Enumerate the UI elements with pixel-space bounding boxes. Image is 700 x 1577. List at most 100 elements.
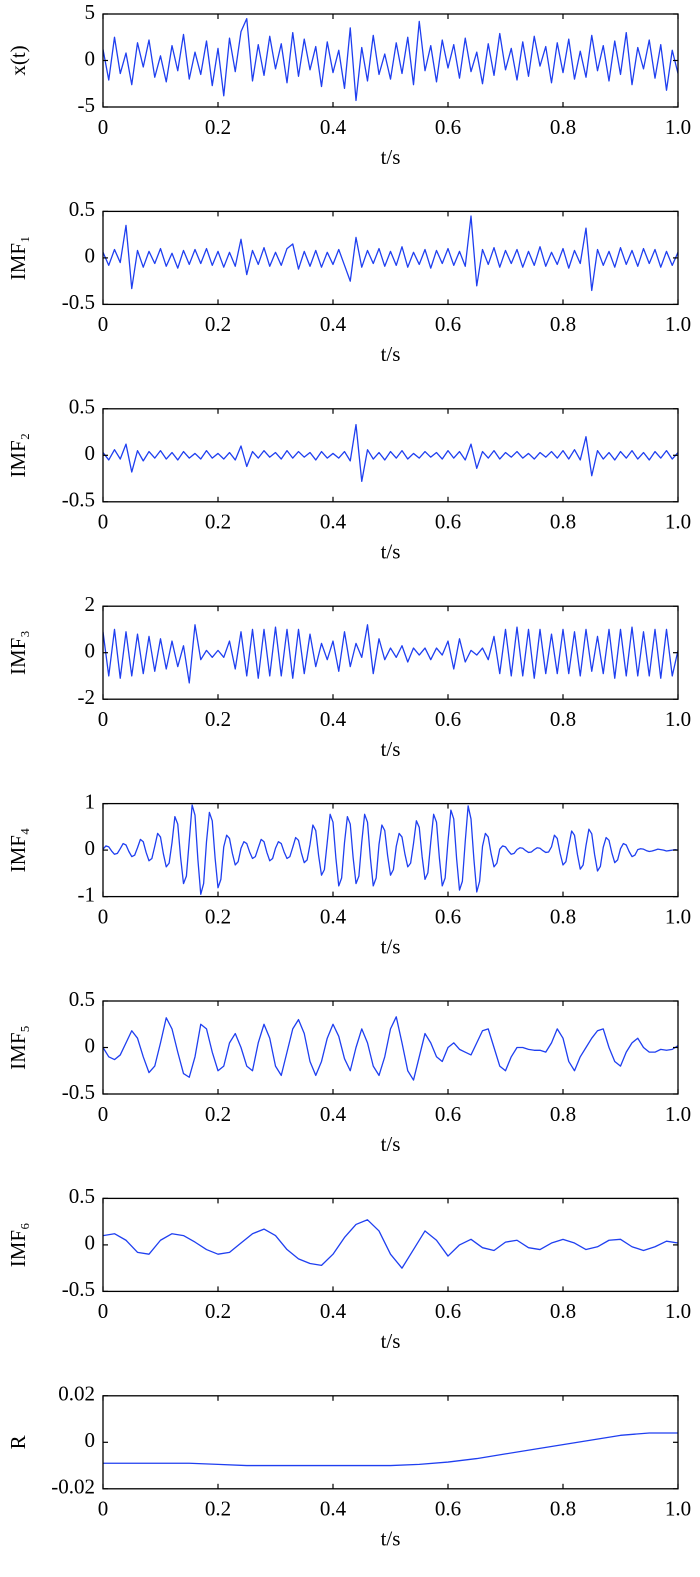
x-tick-label: 0.4 xyxy=(320,707,347,731)
x-tick-label: 0.4 xyxy=(320,904,347,928)
x-tick-label: 0.4 xyxy=(320,1497,347,1521)
y-tick-label: 0 xyxy=(85,46,96,70)
y-axis-label: x(t) xyxy=(6,45,30,75)
x-tick-label: 0.8 xyxy=(550,707,576,731)
x-tick-label: 0.4 xyxy=(320,115,347,139)
signal-line xyxy=(103,1432,678,1467)
y-axis-label: IMF₆ xyxy=(6,1223,30,1268)
plot-area xyxy=(103,18,678,102)
x-tick-label: 1.0 xyxy=(665,904,691,928)
x-tick-label: 0 xyxy=(98,707,109,731)
x-axis-label: t/s xyxy=(381,1329,401,1353)
y-tick-label: 0 xyxy=(85,441,96,465)
plot-area xyxy=(103,423,678,482)
y-tick-label: 0 xyxy=(85,1428,96,1452)
plot-area xyxy=(103,624,678,684)
signal-line xyxy=(103,1219,678,1269)
y-tick-label: 0.5 xyxy=(69,1184,95,1208)
y-tick-label: -0.5 xyxy=(62,1277,95,1301)
plot-area xyxy=(103,215,678,292)
y-tick-label: 0 xyxy=(85,1231,96,1255)
y-axis-label: IMF₅ xyxy=(6,1025,30,1070)
y-tick-label: -0.5 xyxy=(62,488,95,512)
y-tick-label: -2 xyxy=(78,685,96,709)
y-tick-label: 5 xyxy=(85,0,96,24)
x-tick-label: 1.0 xyxy=(665,1299,691,1323)
signal-line xyxy=(103,423,678,482)
x-tick-label: 0 xyxy=(98,510,109,534)
y-axis-label: IMF₁ xyxy=(6,236,30,281)
y-tick-label: 2 xyxy=(85,592,96,616)
y-tick-label: 0 xyxy=(85,836,96,860)
x-tick-label: 1.0 xyxy=(665,1102,691,1126)
y-tick-label: -0.5 xyxy=(62,1080,95,1104)
x-axis-label: t/s xyxy=(381,342,401,366)
axes-frame xyxy=(102,1000,679,1095)
x-axis-label: t/s xyxy=(381,934,401,958)
y-tick-label: 0.02 xyxy=(58,1382,95,1406)
y-tick-label: 0 xyxy=(85,639,96,663)
y-tick-label: 0.5 xyxy=(69,987,95,1011)
signal-line xyxy=(103,18,678,102)
y-tick-label: 0.5 xyxy=(69,197,95,221)
x-tick-label: 0.6 xyxy=(435,1299,461,1323)
plot-area xyxy=(103,1016,678,1081)
x-axis-label: t/s xyxy=(381,1527,401,1551)
y-axis-label: IMF₃ xyxy=(6,630,30,675)
signal-line xyxy=(103,1016,678,1081)
x-tick-label: 0.2 xyxy=(205,510,231,534)
x-tick-label: 0.8 xyxy=(550,312,576,336)
x-tick-label: 0 xyxy=(98,1102,109,1126)
y-tick-label: 0.5 xyxy=(69,395,95,419)
y-tick-label: -5 xyxy=(78,93,96,117)
x-tick-label: 0.4 xyxy=(320,510,347,534)
x-tick-label: 1.0 xyxy=(665,312,691,336)
x-tick-label: 0 xyxy=(98,1299,109,1323)
axes-frame xyxy=(102,605,679,700)
y-tick-label: 0 xyxy=(85,1033,96,1057)
plot-area xyxy=(103,1432,678,1467)
signal-line xyxy=(103,804,678,895)
x-tick-label: 0.6 xyxy=(435,1102,461,1126)
x-tick-label: 0.8 xyxy=(550,1102,576,1126)
x-tick-label: 0.2 xyxy=(205,312,231,336)
x-tick-label: 0.2 xyxy=(205,1299,231,1323)
x-tick-label: 0.8 xyxy=(550,904,576,928)
axes-frame xyxy=(102,408,679,503)
x-tick-label: 1.0 xyxy=(665,510,691,534)
axes-frame xyxy=(102,13,679,108)
x-tick-label: 0.8 xyxy=(550,115,576,139)
x-tick-label: 1.0 xyxy=(665,1497,691,1521)
x-tick-label: 0.6 xyxy=(435,510,461,534)
axes-frame xyxy=(102,802,679,898)
x-tick-label: 0.2 xyxy=(205,707,231,731)
y-axis-label: IMF₄ xyxy=(6,828,30,873)
x-tick-label: 0.2 xyxy=(205,1102,231,1126)
x-tick-label: 0.2 xyxy=(205,115,231,139)
y-tick-label: 1 xyxy=(85,789,96,813)
y-axis-label: R xyxy=(6,1435,30,1449)
signal-line xyxy=(103,624,678,684)
y-tick-label: -0.5 xyxy=(62,290,95,314)
x-tick-label: 0 xyxy=(98,312,109,336)
x-tick-label: 0.4 xyxy=(320,1102,347,1126)
x-tick-label: 0.6 xyxy=(435,707,461,731)
axes-frame xyxy=(102,1395,679,1490)
plot-area xyxy=(103,1219,678,1269)
y-axis-label: IMF₂ xyxy=(6,433,30,478)
signal-line xyxy=(103,215,678,292)
x-axis-label: t/s xyxy=(381,145,401,169)
x-tick-label: 0.2 xyxy=(205,904,231,928)
x-tick-label: 0.6 xyxy=(435,1497,461,1521)
x-axis-label: t/s xyxy=(381,1132,401,1156)
plot-area xyxy=(103,804,678,895)
x-axis-label: t/s xyxy=(381,737,401,761)
